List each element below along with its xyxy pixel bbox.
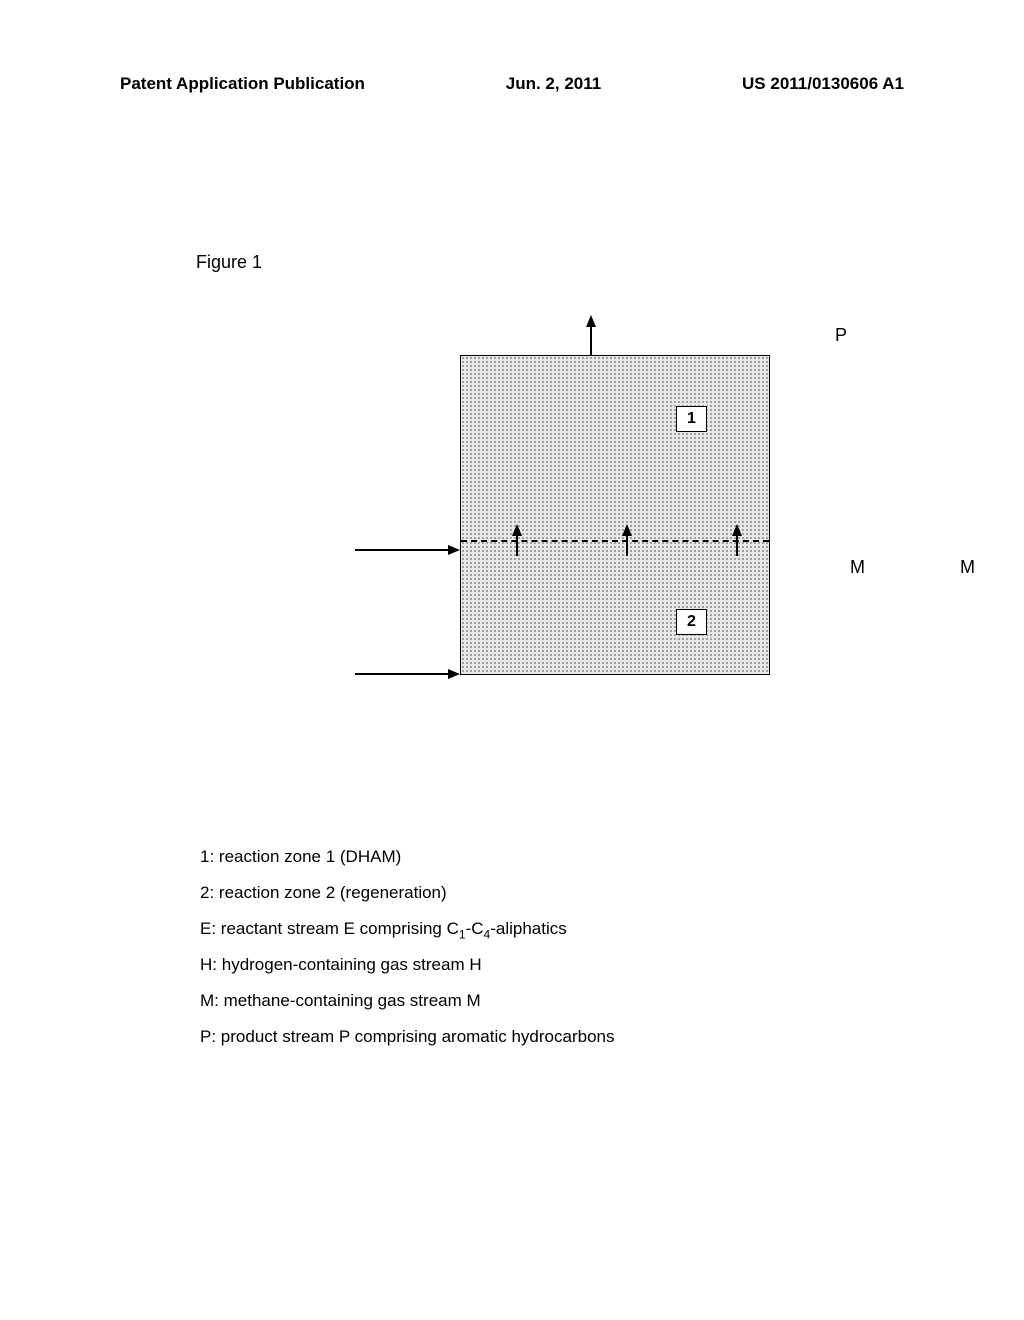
legend-key-p: P [200, 1027, 211, 1046]
legend-item-h: H: hydrogen-containing gas stream H [200, 948, 615, 982]
legend-item-1: 1: reaction zone 1 (DHAM) [200, 840, 615, 874]
stream-p-arrow-line [590, 325, 592, 355]
legend-item-e: E: reactant stream E comprising C1-C4-al… [200, 912, 615, 946]
stream-m-arrow-2-head [622, 524, 632, 536]
stream-p-arrow-head [586, 315, 596, 327]
legend-text-h: hydrogen-containing gas stream H [222, 955, 482, 974]
stream-m-arrow-3-head [732, 524, 742, 536]
stream-m-arrow-1-line [516, 534, 518, 556]
process-diagram: P E H 1 2 M M [300, 305, 860, 725]
figure-legend: 1: reaction zone 1 (DHAM) 2: reaction zo… [200, 840, 615, 1056]
legend-text-e-prefix: reactant stream E comprising C [221, 919, 459, 938]
legend-key-1: 1 [200, 847, 209, 866]
legend-key-m: M [200, 991, 214, 1010]
stream-m-arrow-1-head [512, 524, 522, 536]
reaction-zone-1 [461, 356, 769, 541]
zone-divider [461, 540, 769, 542]
stream-e-arrow-line [355, 549, 450, 551]
legend-key-h: H [200, 955, 212, 974]
legend-text-2: reaction zone 2 (regeneration) [219, 883, 447, 902]
header-publication-type: Patent Application Publication [120, 74, 365, 94]
zone-1-label-box: 1 [676, 406, 707, 432]
stream-m-arrow-3-line [736, 534, 738, 556]
zone-2-label-box: 2 [676, 609, 707, 635]
legend-item-m: M: methane-containing gas stream M [200, 984, 615, 1018]
legend-item-p: P: product stream P comprising aromatic … [200, 1020, 615, 1054]
legend-text-m: methane-containing gas stream M [224, 991, 481, 1010]
header-date: Jun. 2, 2011 [506, 74, 601, 94]
legend-text-e-suffix: -aliphatics [490, 919, 567, 938]
legend-key-e: E [200, 919, 211, 938]
page-header: Patent Application Publication Jun. 2, 2… [0, 74, 1024, 94]
legend-item-2: 2: reaction zone 2 (regeneration) [200, 876, 615, 910]
stream-m-label-2: M [960, 557, 975, 578]
stream-e-arrow-head [448, 545, 460, 555]
stream-p-label: P [835, 325, 847, 346]
stream-m-arrow-2-line [626, 534, 628, 556]
figure-caption: Figure 1 [196, 252, 262, 273]
legend-text-1: reaction zone 1 (DHAM) [219, 847, 401, 866]
reaction-zone-2 [461, 541, 769, 674]
legend-key-2: 2 [200, 883, 209, 902]
header-patent-number: US 2011/0130606 A1 [742, 74, 904, 94]
stream-m-label-1: M [850, 557, 865, 578]
legend-text-e-mid: -C [466, 919, 484, 938]
stream-h-arrow-line [355, 673, 450, 675]
reactor-vessel: 1 2 [460, 355, 770, 675]
legend-text-p: product stream P comprising aromatic hyd… [221, 1027, 615, 1046]
stream-h-arrow-head [448, 669, 460, 679]
legend-sub-1: 1 [459, 927, 466, 941]
